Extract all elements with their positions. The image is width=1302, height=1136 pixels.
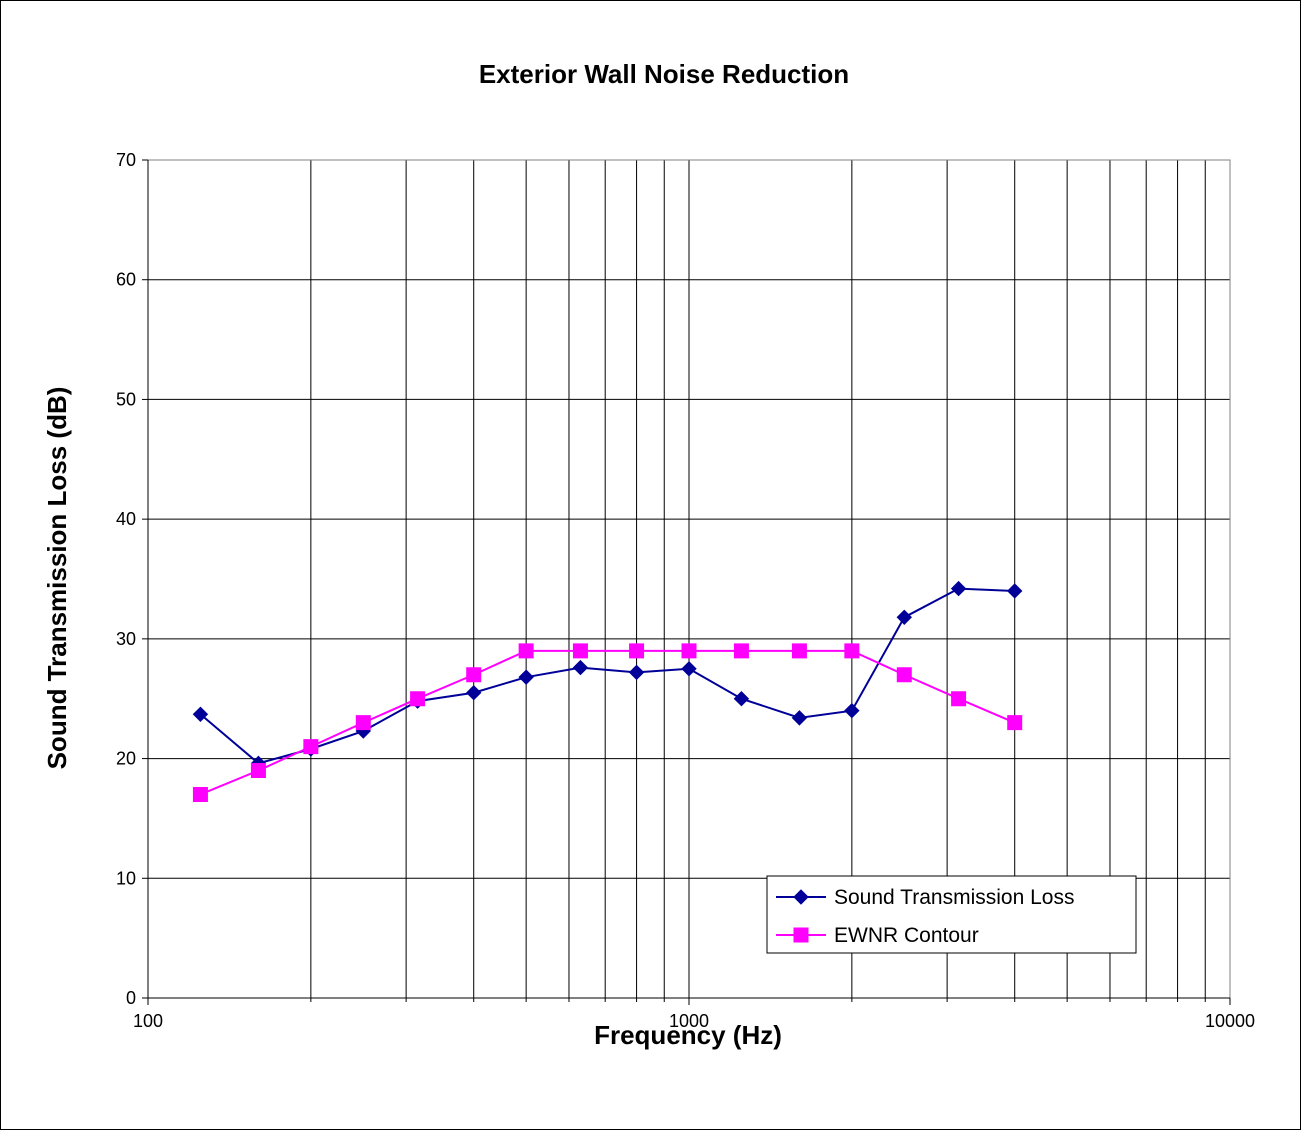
x-tick-label: 100 bbox=[133, 1011, 163, 1031]
data-point-sound-transmission-loss bbox=[1007, 583, 1023, 599]
y-tick-label: 60 bbox=[116, 270, 136, 290]
data-point-ewnr-contour bbox=[303, 739, 319, 755]
series-line-sound-transmission-loss bbox=[199, 587, 1015, 765]
y-tick-label: 10 bbox=[116, 868, 136, 888]
legend: Sound Transmission Loss EWNR Contour bbox=[766, 875, 1137, 954]
data-point-ewnr-contour bbox=[250, 763, 266, 779]
legend-label-sound-transmission-loss: Sound Transmission Loss bbox=[834, 886, 1074, 909]
data-point-ewnr-contour bbox=[518, 643, 534, 659]
legend-label-ewnr-contour: EWNR Contour bbox=[834, 924, 979, 947]
axes: 0 10 20 30 40 50 60 70 100 1000 10000 bbox=[116, 150, 1255, 1031]
legend-marker-sound-transmission-loss bbox=[793, 889, 809, 905]
data-point-sound-transmission-loss bbox=[896, 609, 912, 626]
data-point-ewnr-contour bbox=[681, 643, 697, 659]
y-tick-label: 20 bbox=[116, 749, 136, 769]
series bbox=[192, 580, 1023, 802]
data-point-sound-transmission-loss bbox=[733, 691, 750, 707]
data-point-ewnr-contour bbox=[410, 691, 426, 707]
data-point-sound-transmission-loss bbox=[681, 661, 697, 677]
y-tick-label: 70 bbox=[116, 150, 136, 170]
data-point-ewnr-contour bbox=[951, 691, 967, 707]
data-point-sound-transmission-loss bbox=[844, 702, 860, 719]
data-point-sound-transmission-loss bbox=[950, 580, 967, 597]
data-point-sound-transmission-loss bbox=[466, 685, 482, 701]
y-tick-label: 40 bbox=[116, 509, 136, 529]
x-tick-label: 10000 bbox=[1205, 1011, 1255, 1031]
x-tick-label: 1000 bbox=[669, 1011, 709, 1031]
gridlines bbox=[148, 159, 1230, 998]
data-point-sound-transmission-loss bbox=[192, 706, 209, 722]
x-axis-title: Frequency (Hz) bbox=[594, 1020, 782, 1050]
data-point-ewnr-contour bbox=[791, 643, 807, 659]
y-tick-label: 50 bbox=[116, 389, 136, 409]
y-tick-label: 0 bbox=[126, 988, 136, 1008]
data-point-sound-transmission-loss bbox=[791, 710, 808, 726]
data-point-ewnr-contour bbox=[355, 715, 371, 731]
chart-title: Exterior Wall Noise Reduction bbox=[479, 59, 849, 89]
data-point-ewnr-contour bbox=[1007, 715, 1023, 731]
y-tick-label: 30 bbox=[116, 629, 136, 649]
data-point-ewnr-contour bbox=[844, 643, 860, 659]
legend-marker-ewnr-contour bbox=[793, 927, 809, 943]
series-ewnr-contour bbox=[192, 643, 1023, 802]
data-point-ewnr-contour bbox=[466, 667, 482, 683]
data-point-ewnr-contour bbox=[896, 667, 912, 683]
data-point-sound-transmission-loss bbox=[572, 659, 589, 676]
series-line-ewnr-contour bbox=[200, 649, 1016, 796]
y-axis-title: Sound Transmission Loss (dB) bbox=[42, 387, 72, 770]
legend-box bbox=[766, 875, 1137, 954]
data-point-ewnr-contour bbox=[572, 643, 588, 659]
data-point-ewnr-contour bbox=[629, 643, 645, 659]
data-point-ewnr-contour bbox=[733, 643, 749, 659]
data-point-sound-transmission-loss bbox=[628, 664, 645, 681]
data-point-ewnr-contour bbox=[192, 786, 208, 802]
data-point-sound-transmission-loss bbox=[518, 669, 534, 685]
